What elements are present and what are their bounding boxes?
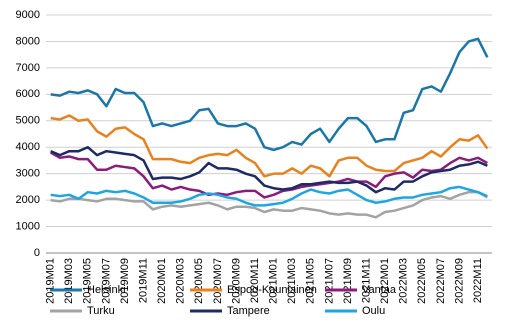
x-tick-label: 2022M11: [472, 258, 484, 303]
x-tick-label: 2020M11: [249, 258, 261, 303]
y-tick-label: 2000: [16, 194, 40, 206]
x-tick-label: 2019M01: [45, 258, 57, 304]
legend-label: Oulu: [362, 305, 385, 317]
y-tick-label: 9000: [16, 9, 40, 21]
y-tick-label: 7000: [16, 62, 40, 74]
x-tick-label: 2020M09: [230, 258, 242, 304]
x-tick-label: 2021M09: [342, 258, 354, 304]
x-tick-label: 2022M03: [398, 258, 410, 304]
series-line: [50, 185, 488, 207]
x-tick-label: 2021M07: [323, 258, 335, 304]
legend-label: Turku: [87, 305, 115, 317]
x-tick-label: 2019M05: [82, 258, 94, 304]
series-line: [50, 190, 488, 219]
x-tick-label: 2021M05: [305, 258, 317, 304]
x-tick-label: 2019M11: [137, 258, 149, 303]
x-tick-label: 2022M01: [379, 258, 391, 304]
legend-label: Helsinki: [87, 284, 126, 296]
x-tick-label: 2020M01: [156, 258, 168, 304]
legend-label: Tampere: [227, 305, 270, 317]
x-tick-label: 2019M09: [119, 258, 131, 304]
x-tick-label: 2019M07: [100, 258, 112, 304]
x-tick-label: 2022M07: [435, 258, 447, 304]
x-tick-label: 2020M07: [212, 258, 224, 304]
x-tick-label: 2021M01: [268, 258, 280, 304]
series-line: [50, 151, 488, 199]
legend-label: Vantaa: [362, 284, 397, 296]
y-tick-label: 1000: [16, 220, 40, 232]
x-tick-label: 2022M05: [416, 258, 428, 304]
y-tick-label: 4000: [16, 141, 40, 153]
y-tick-label: 8000: [16, 35, 40, 47]
series-line: [50, 145, 488, 194]
x-tick-label: 2021M11: [360, 258, 372, 303]
series-line: [50, 114, 489, 178]
legend-label: Espoo-Kauniainen: [227, 284, 317, 296]
x-tick-label: 2021M03: [286, 258, 298, 304]
y-tick-label: 3000: [16, 168, 40, 180]
x-tick-label: 2022M09: [453, 258, 465, 304]
y-tick-label: 0: [34, 247, 40, 259]
x-tick-label: 2020M03: [175, 258, 187, 304]
series-line: [50, 37, 489, 152]
x-tick-label: 2020M05: [193, 258, 205, 304]
x-tick-label: 2019M03: [63, 258, 75, 304]
y-tick-label: 6000: [16, 88, 40, 100]
y-tick-label: 5000: [16, 115, 40, 127]
